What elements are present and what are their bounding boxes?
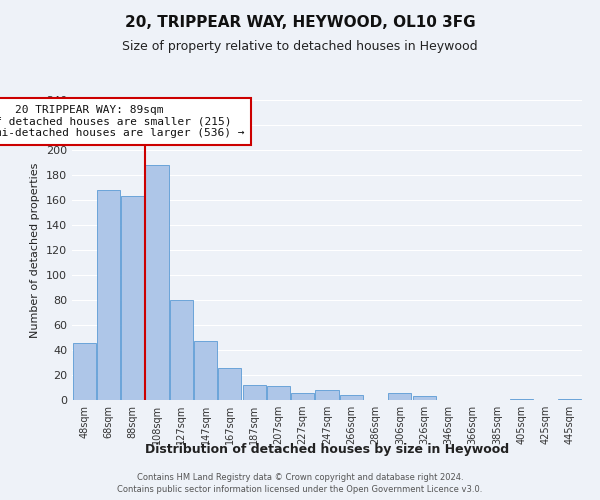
Bar	[97, 190, 120, 400]
Bar	[121, 196, 144, 400]
Bar	[388, 392, 412, 400]
Text: 20, TRIPPEAR WAY, HEYWOOD, OL10 3FG: 20, TRIPPEAR WAY, HEYWOOD, OL10 3FG	[125, 15, 475, 30]
Text: Contains HM Land Registry data © Crown copyright and database right 2024.: Contains HM Land Registry data © Crown c…	[137, 473, 463, 482]
Bar	[242, 385, 266, 400]
Text: Size of property relative to detached houses in Heywood: Size of property relative to detached ho…	[122, 40, 478, 53]
Bar	[291, 392, 314, 400]
Bar	[218, 368, 241, 400]
Bar	[170, 300, 193, 400]
Bar	[413, 396, 436, 400]
Bar	[194, 341, 217, 400]
Bar	[267, 386, 290, 400]
Bar	[145, 165, 169, 400]
Bar	[316, 390, 338, 400]
Bar	[510, 399, 533, 400]
Text: Contains public sector information licensed under the Open Government Licence v3: Contains public sector information licen…	[118, 486, 482, 494]
Bar	[340, 395, 363, 400]
Text: Distribution of detached houses by size in Heywood: Distribution of detached houses by size …	[145, 444, 509, 456]
Y-axis label: Number of detached properties: Number of detached properties	[31, 162, 40, 338]
Bar	[559, 399, 581, 400]
Bar	[73, 342, 95, 400]
Text: 20 TRIPPEAR WAY: 89sqm
← 28% of detached houses are smaller (215)
71% of semi-de: 20 TRIPPEAR WAY: 89sqm ← 28% of detached…	[0, 105, 245, 138]
